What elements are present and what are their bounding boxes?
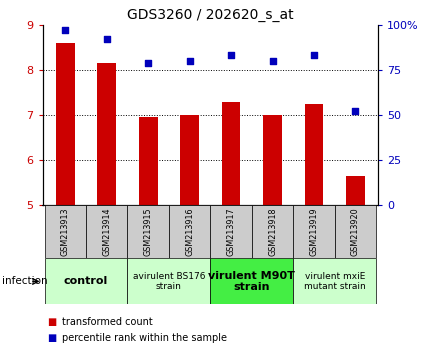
Bar: [169, 205, 210, 258]
Bar: [97, 63, 116, 205]
Title: GDS3260 / 202620_s_at: GDS3260 / 202620_s_at: [127, 8, 294, 22]
Point: [145, 60, 152, 65]
Bar: [305, 104, 323, 205]
Text: transformed count: transformed count: [62, 317, 153, 327]
Text: percentile rank within the sample: percentile rank within the sample: [62, 333, 227, 343]
Text: GSM213917: GSM213917: [227, 207, 235, 256]
Bar: [139, 117, 158, 205]
Bar: [45, 205, 86, 258]
Point: [269, 58, 276, 64]
Bar: [346, 176, 365, 205]
Text: ■: ■: [47, 333, 56, 343]
Bar: [180, 115, 199, 205]
Point: [103, 36, 110, 42]
Text: GSM213918: GSM213918: [268, 207, 277, 256]
Bar: [293, 205, 335, 258]
Text: virulent mxiE
mutant strain: virulent mxiE mutant strain: [304, 272, 366, 291]
Point: [228, 53, 235, 58]
Point: [62, 27, 69, 33]
Text: GSM213919: GSM213919: [309, 207, 318, 256]
Bar: [86, 205, 128, 258]
Text: GSM213916: GSM213916: [185, 207, 194, 256]
Text: avirulent BS176
strain: avirulent BS176 strain: [133, 272, 205, 291]
Bar: [210, 258, 293, 304]
Text: GSM213914: GSM213914: [102, 207, 111, 256]
Bar: [293, 258, 376, 304]
Bar: [56, 43, 75, 205]
Bar: [263, 115, 282, 205]
Text: GSM213915: GSM213915: [144, 207, 153, 256]
Bar: [128, 258, 210, 304]
Text: infection: infection: [2, 276, 48, 286]
Text: GSM213913: GSM213913: [61, 207, 70, 256]
Bar: [210, 205, 252, 258]
Text: ■: ■: [47, 317, 56, 327]
Bar: [45, 258, 128, 304]
Bar: [128, 205, 169, 258]
Bar: [252, 205, 293, 258]
Point: [352, 109, 359, 114]
Bar: [335, 205, 376, 258]
Point: [311, 53, 317, 58]
Point: [186, 58, 193, 64]
Text: control: control: [64, 276, 108, 286]
Text: virulent M90T
strain: virulent M90T strain: [208, 270, 295, 292]
Bar: [222, 102, 241, 205]
Text: GSM213920: GSM213920: [351, 207, 360, 256]
